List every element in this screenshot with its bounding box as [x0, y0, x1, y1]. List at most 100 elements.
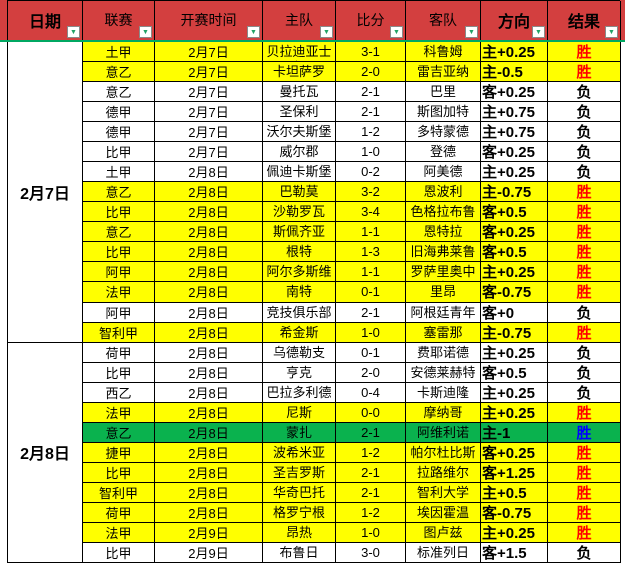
cell-direction[interactable]: 客+0.5	[481, 242, 548, 263]
cell-away-team[interactable]: 恩特拉	[406, 222, 481, 243]
cell-home-team[interactable]: 布鲁日	[263, 542, 336, 563]
cell-direction[interactable]: 客+0.5	[481, 202, 548, 223]
header-score[interactable]: 比分 ▼	[336, 1, 406, 40]
cell-kickoff-time[interactable]: 2月8日	[155, 402, 263, 423]
cell-home-team[interactable]: 圣保利	[263, 102, 336, 123]
cell-home-team[interactable]: 巴勒莫	[263, 182, 336, 203]
cell-home-team[interactable]: 沃尔夫斯堡	[263, 122, 336, 143]
cell-kickoff-time[interactable]: 2月8日	[155, 242, 263, 263]
cell-away-team[interactable]: 多特蒙德	[406, 122, 481, 143]
cell-away-team[interactable]: 里昂	[406, 282, 481, 303]
cell-result[interactable]: 负	[548, 82, 621, 103]
cell-direction[interactable]: 主+0.25	[481, 342, 548, 363]
cell-league[interactable]: 比甲	[83, 142, 155, 163]
cell-result[interactable]: 胜	[548, 262, 621, 283]
cell-kickoff-time[interactable]: 2月8日	[155, 362, 263, 383]
cell-home-team[interactable]: 希金斯	[263, 322, 336, 343]
cell-league[interactable]: 土甲	[83, 42, 155, 63]
cell-away-team[interactable]: 阿维利诺	[406, 422, 481, 443]
cell-score[interactable]: 0-4	[336, 382, 406, 403]
cell-score[interactable]: 1-3	[336, 242, 406, 263]
cell-direction[interactable]: 主-0.75	[481, 322, 548, 343]
cell-away-team[interactable]: 拉路维尔	[406, 462, 481, 483]
filter-dropdown-button[interactable]: ▼	[465, 26, 478, 38]
cell-direction[interactable]: 主+0.5	[481, 482, 548, 503]
cell-away-team[interactable]: 帕尔杜比斯	[406, 442, 481, 463]
cell-direction[interactable]: 主+0.25	[481, 42, 548, 63]
cell-away-team[interactable]: 登德	[406, 142, 481, 163]
cell-league[interactable]: 智利甲	[83, 482, 155, 503]
cell-away-team[interactable]: 巴里	[406, 82, 481, 103]
cell-league[interactable]: 土甲	[83, 162, 155, 183]
cell-score[interactable]: 1-0	[336, 322, 406, 343]
cell-away-team[interactable]: 阿美德	[406, 162, 481, 183]
cell-home-team[interactable]: 乌德勒支	[263, 342, 336, 363]
date-group-cell[interactable]: 2月7日	[8, 42, 83, 343]
cell-kickoff-time[interactable]: 2月8日	[155, 422, 263, 443]
cell-score[interactable]: 3-4	[336, 202, 406, 223]
cell-league[interactable]: 法甲	[83, 282, 155, 303]
cell-direction[interactable]: 主+0.75	[481, 102, 548, 123]
cell-kickoff-time[interactable]: 2月7日	[155, 42, 263, 63]
cell-away-team[interactable]: 旧海弗莱鲁	[406, 242, 481, 263]
cell-away-team[interactable]: 标准列日	[406, 542, 481, 563]
cell-score[interactable]: 1-0	[336, 522, 406, 543]
cell-away-team[interactable]: 恩波利	[406, 182, 481, 203]
cell-home-team[interactable]: 曼托瓦	[263, 82, 336, 103]
cell-kickoff-time[interactable]: 2月8日	[155, 222, 263, 243]
cell-away-team[interactable]: 雷吉亚纳	[406, 62, 481, 83]
cell-score[interactable]: 2-0	[336, 362, 406, 383]
cell-score[interactable]: 2-1	[336, 422, 406, 443]
cell-direction[interactable]: 客+1.25	[481, 462, 548, 483]
cell-kickoff-time[interactable]: 2月8日	[155, 482, 263, 503]
cell-result[interactable]: 胜	[548, 202, 621, 223]
cell-result[interactable]: 胜	[548, 42, 621, 63]
cell-direction[interactable]: 主+0.25	[481, 522, 548, 543]
cell-result[interactable]: 负	[548, 162, 621, 183]
cell-league[interactable]: 比甲	[83, 362, 155, 383]
cell-away-team[interactable]: 卡斯迪隆	[406, 382, 481, 403]
cell-home-team[interactable]: 格罗宁根	[263, 502, 336, 523]
cell-direction[interactable]: 主+0.75	[481, 122, 548, 143]
date-group-cell[interactable]: 2月8日	[8, 342, 83, 563]
cell-league[interactable]: 意乙	[83, 62, 155, 83]
cell-away-team[interactable]: 罗萨里奥中央	[406, 262, 481, 283]
cell-direction[interactable]: 主-1	[481, 422, 548, 443]
cell-league[interactable]: 阿甲	[83, 302, 155, 323]
cell-kickoff-time[interactable]: 2月8日	[155, 202, 263, 223]
cell-kickoff-time[interactable]: 2月7日	[155, 102, 263, 123]
cell-league[interactable]: 捷甲	[83, 442, 155, 463]
filter-dropdown-button[interactable]: ▼	[390, 26, 403, 38]
cell-league[interactable]: 意乙	[83, 422, 155, 443]
cell-direction[interactable]: 主+0.25	[481, 402, 548, 423]
cell-direction[interactable]: 客+0.25	[481, 82, 548, 103]
cell-score[interactable]: 0-1	[336, 342, 406, 363]
cell-league[interactable]: 德甲	[83, 102, 155, 123]
cell-home-team[interactable]: 佩迪卡斯堡	[263, 162, 336, 183]
cell-home-team[interactable]: 贝拉迪亚士邦	[263, 42, 336, 63]
cell-score[interactable]: 0-2	[336, 162, 406, 183]
header-league[interactable]: 联赛 ▼	[83, 1, 155, 40]
cell-direction[interactable]: 客+0.25	[481, 442, 548, 463]
cell-home-team[interactable]: 巴拉多利德	[263, 382, 336, 403]
cell-home-team[interactable]: 竞技俱乐部	[263, 302, 336, 323]
cell-league[interactable]: 德甲	[83, 122, 155, 143]
cell-kickoff-time[interactable]: 2月8日	[155, 282, 263, 303]
cell-home-team[interactable]: 圣吉罗斯	[263, 462, 336, 483]
cell-result[interactable]: 胜	[548, 482, 621, 503]
cell-result[interactable]: 负	[548, 342, 621, 363]
cell-kickoff-time[interactable]: 2月8日	[155, 382, 263, 403]
cell-league[interactable]: 荷甲	[83, 342, 155, 363]
cell-away-team[interactable]: 安德莱赫特	[406, 362, 481, 383]
cell-home-team[interactable]: 阿尔多斯维	[263, 262, 336, 283]
cell-direction[interactable]: 客-0.75	[481, 282, 548, 303]
cell-league[interactable]: 西乙	[83, 382, 155, 403]
cell-away-team[interactable]: 科鲁姆	[406, 42, 481, 63]
cell-home-team[interactable]: 昂热	[263, 522, 336, 543]
cell-kickoff-time[interactable]: 2月8日	[155, 502, 263, 523]
cell-away-team[interactable]: 图卢兹	[406, 522, 481, 543]
cell-home-team[interactable]: 亨克	[263, 362, 336, 383]
filter-dropdown-button[interactable]: ▼	[605, 26, 618, 38]
cell-league[interactable]: 意乙	[83, 82, 155, 103]
cell-result[interactable]: 胜	[548, 402, 621, 423]
